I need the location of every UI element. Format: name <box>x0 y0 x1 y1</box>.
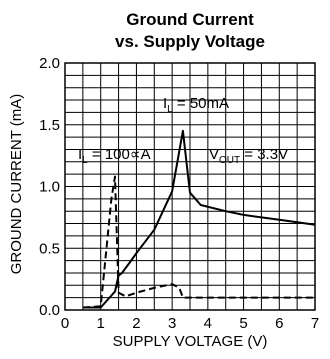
plot-frame <box>64 62 316 311</box>
y-axis-ticks: 0.0 0.5 1.0 1.5 2.0 <box>39 55 60 319</box>
annotation-il-50ma-sub: L <box>167 104 173 115</box>
annotation-il-100ma: IL = 100∝A <box>78 146 151 166</box>
x-axis-label: SUPPLY VOLTAGE (V) <box>113 333 268 350</box>
annotation-vout: VOUT = 3.3V <box>209 146 288 166</box>
y-tick-label: 1.0 <box>39 179 60 196</box>
chart-title-line1: Ground Current <box>126 10 254 29</box>
annotation-vout-sub: OUT <box>219 155 240 166</box>
y-axis-label: GROUND CURRENT (mA) <box>8 94 25 275</box>
series-line-il-50ma <box>82 129 316 309</box>
annotation-il-50ma-rest: = 50mA <box>173 95 229 112</box>
series-line-il-100ma <box>82 175 315 309</box>
chart-title-line2: vs. Supply Voltage <box>115 32 265 51</box>
x-tick-label: 7 <box>311 315 319 332</box>
annotation-vout-rest: = 3.3V <box>240 146 288 163</box>
annotation-il-100ma-sub: L <box>82 155 88 166</box>
series-lines <box>82 129 316 309</box>
x-tick-label: 6 <box>275 315 283 332</box>
x-tick-label: 2 <box>132 315 140 332</box>
annotation-vout-v: V <box>209 146 219 163</box>
x-tick-label: 4 <box>204 315 212 332</box>
x-tick-label: 1 <box>97 315 105 332</box>
y-tick-label: 0.0 <box>39 302 60 319</box>
annotation-il-50ma-i: I <box>163 95 167 112</box>
x-tick-label: 5 <box>239 315 247 332</box>
annotation-il-100ma-rest: = 100∝A <box>88 146 151 163</box>
x-tick-label: 3 <box>168 315 176 332</box>
y-tick-label: 1.5 <box>39 117 60 134</box>
y-tick-label: 2.0 <box>39 55 60 72</box>
x-tick-label: 0 <box>61 315 69 332</box>
annotation-il-50ma: IL = 50mA <box>163 95 229 115</box>
annotation-il-100ma-i: I <box>78 146 82 163</box>
x-axis-ticks: 0 1 2 3 4 5 6 7 <box>61 315 319 332</box>
y-tick-label: 0.5 <box>39 240 60 257</box>
